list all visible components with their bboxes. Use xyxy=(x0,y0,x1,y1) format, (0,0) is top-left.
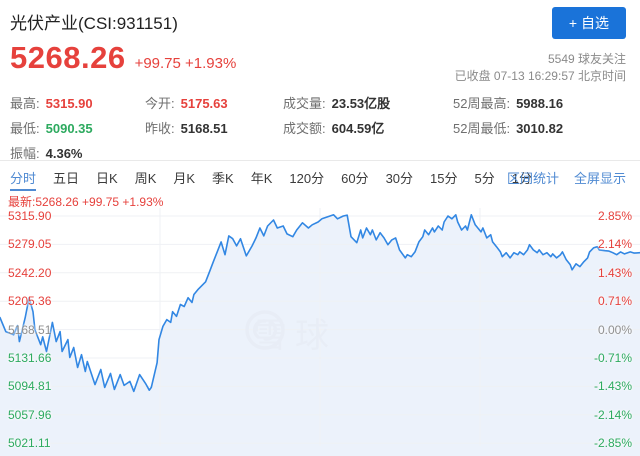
stat-label: 振幅: xyxy=(10,146,40,161)
tab-item-12[interactable]: 1分 xyxy=(511,171,532,186)
stat-label: 52周最低: xyxy=(453,121,511,136)
stat-row: 52周最低: 3010.82 xyxy=(453,116,563,141)
y-axis-price-label: 5168.51 xyxy=(8,322,52,337)
y-axis-percent-label: 2.85% xyxy=(597,209,632,223)
y-axis-price-label: 5242.20 xyxy=(8,265,52,280)
tab-item-8[interactable]: 60分 xyxy=(341,171,369,186)
stat-value: 604.59亿 xyxy=(331,121,385,136)
y-axis-price-label: 5021.11 xyxy=(8,436,51,451)
y-axis-price-label: 5315.90 xyxy=(8,209,52,223)
stat-row: 振幅: 4.36% xyxy=(10,141,93,166)
stat-row: 52周最高: 5988.16 xyxy=(453,91,563,116)
y-axis-price-label: 5094.81 xyxy=(8,379,52,394)
page-title: 光伏产业(CSI:931151) xyxy=(10,14,178,33)
stat-column: 最高: 5315.90 最低: 5090.35 振幅: 4.36% xyxy=(10,91,93,166)
price-change: +99.75 +1.93% xyxy=(134,55,237,72)
intraday-chart[interactable]: 最新:5268.26 +99.75 +1.93% 雪球 5315.90 5279.… xyxy=(0,190,640,456)
stat-value: 5988.16 xyxy=(516,96,564,111)
market-status: 已收盘 07-13 16:29:57 北京时间 xyxy=(454,69,626,83)
y-axis-price-label: 5205.36 xyxy=(8,294,52,309)
stat-value: 3010.82 xyxy=(516,121,564,136)
tab-item-2[interactable]: 日K xyxy=(96,171,118,186)
y-axis-percent-label: 0.71% xyxy=(597,294,632,309)
add-watchlist-button[interactable]: + 自选 xyxy=(551,7,626,39)
tab-item-3[interactable]: 周K xyxy=(134,171,157,186)
chart-tool-link-0[interactable]: 区间统计 xyxy=(506,171,559,186)
stat-row: 成交量: 23.53亿股 xyxy=(283,91,390,116)
y-axis-price-label: 5131.66 xyxy=(8,351,52,365)
price-line xyxy=(0,214,640,393)
y-axis-percent-label: -0.71% xyxy=(593,351,632,365)
stat-label: 52周最高: xyxy=(453,96,511,111)
tab-item-0[interactable]: 分时 xyxy=(10,161,37,191)
y-axis-percent-label: -2.85% xyxy=(593,436,632,451)
tab-item-9[interactable]: 30分 xyxy=(385,171,414,186)
stat-label: 成交量: xyxy=(283,96,326,111)
stat-row: 成交额: 604.59亿 xyxy=(283,116,390,141)
followers-count-link[interactable]: 5549 球友关注 xyxy=(547,52,626,66)
latest-quote-label: 最新:5268.26 +99.75 +1.93% xyxy=(8,195,164,209)
tab-item-4[interactable]: 月K xyxy=(173,171,196,186)
stat-column: 52周最高: 5988.16 52周最低: 3010.82 xyxy=(453,91,563,141)
stat-value: 5090.35 xyxy=(45,121,93,136)
tab-item-6[interactable]: 年K xyxy=(250,171,273,186)
y-axis-percent-label: -1.43% xyxy=(593,379,632,394)
stat-value: 5315.90 xyxy=(45,96,93,111)
stat-row: 最高: 5315.90 xyxy=(10,91,93,116)
period-tabs: 分时 五日 日K 周K 月K 季K 年K 120分 60分 30分 15分 5分 1分 xyxy=(0,161,549,191)
stat-value: 23.53亿股 xyxy=(331,96,391,111)
tab-item-1[interactable]: 五日 xyxy=(53,171,80,186)
stat-value: 4.36% xyxy=(45,146,83,161)
tab-item-5[interactable]: 季K xyxy=(212,171,234,186)
stat-column: 成交量: 23.53亿股 成交额: 604.59亿 xyxy=(283,91,390,141)
y-axis-percent-label: 2.14% xyxy=(597,237,632,252)
stat-label: 今开: xyxy=(145,96,175,111)
stat-row: 昨收: 5168.51 xyxy=(145,116,228,141)
stat-value: 5168.51 xyxy=(180,121,228,136)
current-price: 5268.26 xyxy=(10,40,126,75)
y-axis-price-label: 5279.05 xyxy=(8,237,52,252)
price-line-canvas[interactable] xyxy=(0,190,640,456)
chart-tab-bar: 分时 五日 日K 周K 月K 季K 年K 120分 60分 30分 15分 5分 1分 区间统计 全屏显示 xyxy=(0,160,640,191)
stat-label: 最高: xyxy=(10,96,40,111)
y-axis-price-label: 5057.96 xyxy=(8,407,52,422)
stat-label: 成交额: xyxy=(283,121,326,136)
tab-item-7[interactable]: 120分 xyxy=(289,171,325,186)
tab-item-10[interactable]: 15分 xyxy=(430,171,458,186)
chart-tool-link-1[interactable]: 全屏显示 xyxy=(573,171,626,186)
tab-item-11[interactable]: 5分 xyxy=(474,171,495,186)
stat-value: 5175.63 xyxy=(180,96,228,111)
y-axis-percent-label: 1.43% xyxy=(597,265,632,280)
quote-block: 5268.26 +99.75 +1.93% xyxy=(10,40,236,76)
stat-row: 最低: 5090.35 xyxy=(10,116,93,141)
y-axis-percent-label: 0.00% xyxy=(597,322,632,337)
y-axis-percent-label: -2.14% xyxy=(593,407,632,422)
stat-column: 今开: 5175.63 昨收: 5168.51 xyxy=(145,91,228,141)
chart-tools: 区间统计 全屏显示 xyxy=(492,161,626,192)
stat-row: 今开: 5175.63 xyxy=(145,91,228,116)
stat-label: 昨收: xyxy=(145,121,175,136)
stat-label: 最低: xyxy=(10,121,40,136)
